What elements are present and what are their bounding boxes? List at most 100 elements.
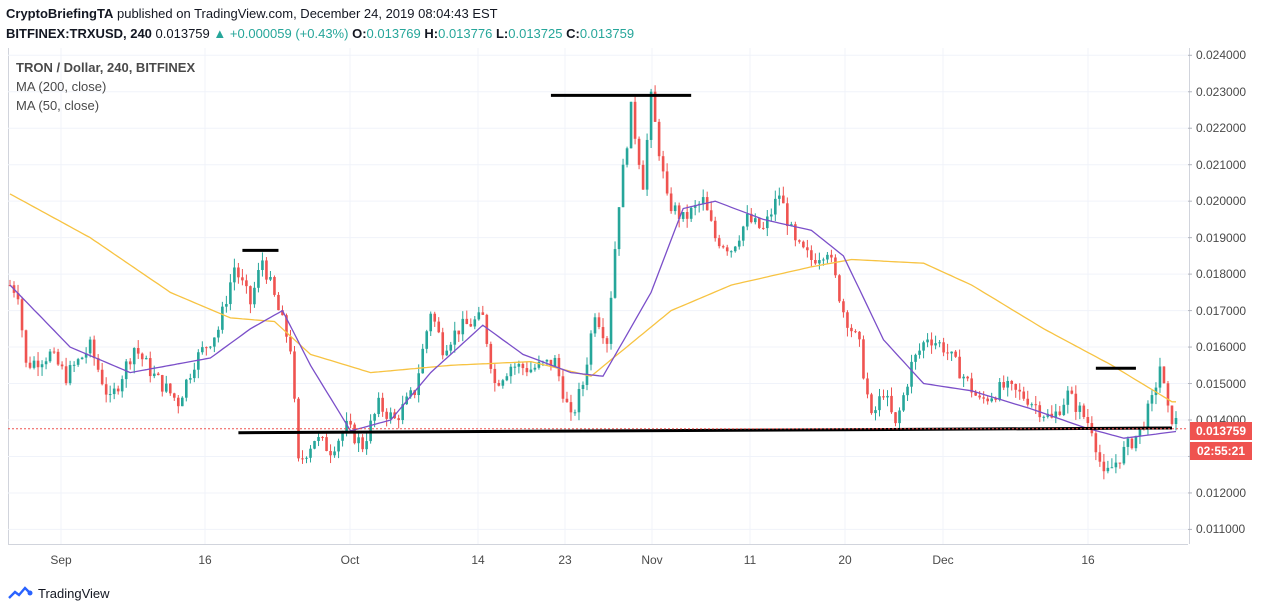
candle-body	[104, 384, 108, 395]
tradingview-logo[interactable]: TradingView	[8, 585, 110, 601]
candle-body	[573, 412, 577, 414]
candle-body	[365, 441, 368, 450]
countdown-tag: 02:55:21	[1190, 442, 1252, 460]
candle-body	[882, 396, 885, 398]
ma200-line	[9, 193, 1176, 403]
candle-body	[313, 441, 316, 449]
candle-body	[72, 364, 76, 366]
candle-body	[561, 376, 565, 399]
candle-body	[1150, 395, 1154, 404]
candle-body	[814, 259, 817, 264]
candle-body	[481, 312, 485, 315]
candle-body	[52, 351, 56, 353]
candle-body	[281, 310, 284, 316]
candle-body	[934, 343, 937, 346]
candle-body	[894, 412, 897, 424]
candle-body	[1114, 462, 1118, 468]
candle-body	[753, 218, 757, 223]
x-tick-label: 20	[838, 553, 852, 567]
candle-body	[357, 437, 360, 444]
chart-area[interactable]	[8, 48, 1190, 544]
y-tick-label: 0.022000	[1196, 121, 1247, 136]
candle-body	[970, 378, 973, 393]
candle-body	[822, 259, 825, 261]
y-tick-label: 0.023000	[1196, 84, 1247, 99]
candle-body	[705, 197, 709, 211]
candle-body	[1082, 405, 1086, 418]
legend-ma200[interactable]: MA (200, close)	[16, 79, 107, 94]
candle-body	[401, 404, 404, 421]
candle-body	[818, 260, 821, 264]
candle-body	[689, 207, 693, 219]
candle-body	[741, 226, 745, 241]
candle-body	[1138, 427, 1142, 436]
candle-body	[794, 224, 797, 241]
x-tick-label: Nov	[641, 553, 663, 567]
candle-body	[457, 330, 461, 335]
candle-body	[429, 313, 433, 332]
candle-body	[874, 410, 877, 414]
candle-body	[693, 205, 697, 208]
candle-body	[673, 205, 677, 212]
symbol-label: BITFINEX:TRXUSD, 240	[6, 26, 152, 41]
candle-body	[333, 451, 336, 456]
candle-body	[1126, 438, 1130, 447]
candle-body	[990, 398, 993, 402]
candle-body	[1134, 435, 1138, 449]
candle-body	[557, 357, 561, 377]
candle-body	[866, 378, 869, 395]
candle-body	[1086, 417, 1090, 424]
candle-body	[337, 440, 340, 452]
candle-body	[810, 250, 813, 260]
x-tick-label: Sep	[50, 553, 72, 567]
candle-body	[229, 282, 232, 305]
candle-body	[601, 327, 605, 339]
candle-body	[914, 354, 917, 362]
low-label: L:	[495, 26, 509, 41]
candle-body	[325, 437, 328, 451]
candle-body	[581, 384, 585, 390]
candle-body	[910, 361, 913, 387]
candle-body	[221, 306, 224, 330]
candle-body	[1162, 366, 1166, 384]
candle-body	[906, 386, 909, 396]
candle-body	[577, 389, 581, 413]
candle-body	[437, 321, 441, 333]
candle-body	[144, 358, 148, 360]
candle-body	[922, 342, 925, 351]
candle-body	[701, 197, 705, 204]
candle-body	[277, 294, 280, 311]
candle-body	[898, 410, 901, 424]
candle-body	[926, 339, 929, 343]
candle-body	[140, 353, 144, 360]
candle-body	[942, 342, 945, 353]
candle-body	[902, 395, 905, 411]
candle-body	[285, 315, 288, 337]
candle-body	[625, 148, 629, 165]
candle-body	[84, 353, 88, 358]
candle-body	[1014, 384, 1018, 390]
candle-body	[958, 356, 961, 379]
candle-body	[870, 394, 873, 414]
up-arrow-icon: ▲	[213, 26, 227, 41]
candle-body	[533, 367, 537, 370]
candle-body	[930, 339, 933, 346]
candle-body	[513, 366, 517, 368]
legend-ma50[interactable]: MA (50, close)	[16, 98, 100, 113]
candle-body	[729, 251, 733, 253]
candle-body	[802, 241, 805, 248]
candle-body	[1058, 411, 1062, 415]
candle-body	[301, 458, 304, 460]
candle-body	[653, 91, 657, 122]
candle-body	[521, 363, 525, 369]
candle-body	[489, 343, 493, 369]
candle-body	[197, 352, 200, 370]
candle-body	[88, 339, 92, 354]
candle-body	[1122, 446, 1126, 464]
candle-body	[477, 312, 481, 320]
y-tick-label: 0.019000	[1196, 230, 1247, 245]
candle-body	[156, 373, 160, 376]
candle-body	[501, 380, 505, 386]
x-tick-label: Oct	[340, 553, 360, 567]
